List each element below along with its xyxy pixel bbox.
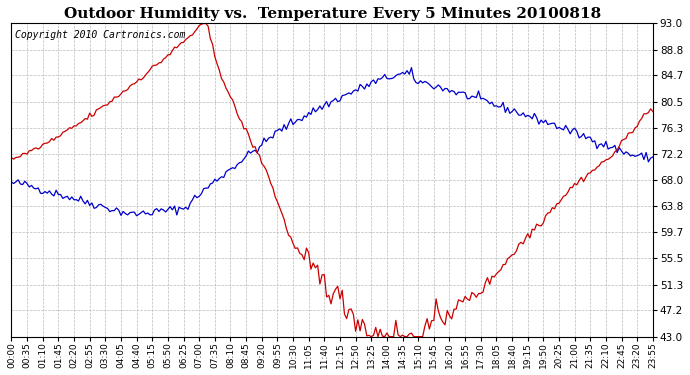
Title: Outdoor Humidity vs.  Temperature Every 5 Minutes 20100818: Outdoor Humidity vs. Temperature Every 5… [63, 7, 601, 21]
Text: Copyright 2010 Cartronics.com: Copyright 2010 Cartronics.com [14, 30, 185, 40]
